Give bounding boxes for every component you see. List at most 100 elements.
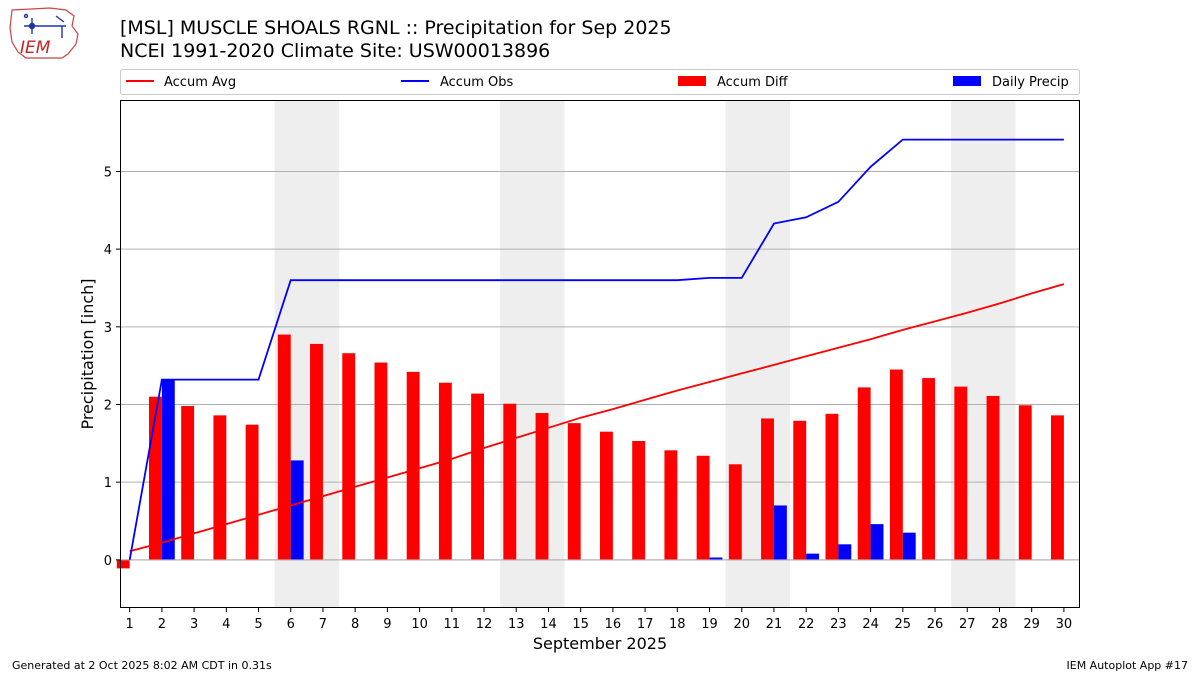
- bars: [116, 334, 1080, 569]
- footer-app: IEM Autoplot App #17: [1066, 659, 1189, 672]
- bar-daily-precip-day-2: [161, 379, 175, 560]
- x-tick-label-9: 9: [383, 617, 391, 632]
- x-tick-label-26: 26: [927, 617, 944, 632]
- bar-daily-precip-day-21: [773, 505, 787, 560]
- bar-daily-precip-day-24: [870, 524, 884, 560]
- bar-accum-diff-day-30: [1051, 415, 1064, 560]
- legend: Accum Avg Accum Obs Accum Diff Daily Pre…: [120, 69, 1080, 95]
- x-tick-label-23: 23: [830, 617, 847, 632]
- bar-accum-diff-day-11: [438, 382, 452, 560]
- x-tick-label-20: 20: [733, 617, 750, 632]
- bar-accum-diff-day-1: [116, 559, 130, 569]
- x-tick-label-27: 27: [959, 617, 976, 632]
- bar-accum-diff-day-18: [664, 450, 678, 560]
- x-tick-label-16: 16: [605, 617, 622, 632]
- x-tick-label-21: 21: [766, 617, 783, 632]
- bar-accum-diff-day-12: [471, 393, 485, 560]
- bar-accum-diff-day-4: [213, 415, 227, 560]
- bar-accum-diff-day-8: [342, 353, 356, 560]
- bar-accum-diff-day-21: [761, 418, 774, 560]
- x-tick-label-22: 22: [798, 617, 815, 632]
- y-tick-label-4: 4: [104, 243, 112, 258]
- x-axis-label: September 2025: [533, 634, 667, 653]
- bar-accum-diff-day-5: [245, 424, 259, 560]
- bar-daily-precip-day-6: [290, 460, 304, 560]
- bar-daily-precip-day-19: [709, 557, 723, 560]
- x-tick-label-6: 6: [287, 617, 295, 632]
- line-accum-obs: [128, 138, 1064, 560]
- series-lines: [128, 138, 1065, 560]
- x-tick-label-15: 15: [572, 617, 589, 632]
- x-tick-label-1: 1: [126, 617, 134, 632]
- bar-accum-diff-day-7: [310, 343, 323, 560]
- legend-swatch-accum-diff: [678, 76, 706, 86]
- legend-label-accum-avg: Accum Avg: [164, 75, 236, 90]
- logo-text: IEM: [20, 38, 51, 58]
- bar-accum-diff-day-17: [632, 440, 646, 560]
- chart-subtitle: NCEI 1991-2020 Climate Site: USW00013896: [120, 40, 551, 62]
- x-tick-label-12: 12: [476, 617, 493, 632]
- y-tick-label-0: 0: [104, 554, 112, 569]
- bar-accum-diff-day-20: [728, 464, 742, 560]
- x-tick-label-18: 18: [669, 617, 686, 632]
- x-tick-label-7: 7: [319, 617, 327, 632]
- weather-instruments-icon: [23, 13, 66, 38]
- bar-accum-diff-day-25: [889, 369, 903, 560]
- bar-accum-diff-day-15: [567, 423, 581, 560]
- x-tick-label-8: 8: [351, 617, 359, 632]
- bar-accum-diff-day-27: [954, 386, 968, 560]
- x-tick-label-25: 25: [895, 617, 912, 632]
- x-tick-label-2: 2: [158, 617, 166, 632]
- bar-accum-diff-day-23: [825, 413, 839, 560]
- bar-accum-diff-day-16: [600, 431, 613, 560]
- bar-daily-precip-day-22: [806, 553, 820, 560]
- bar-accum-diff-day-10: [406, 371, 420, 560]
- bar-accum-diff-day-28: [986, 395, 1000, 560]
- x-tick-label-14: 14: [540, 617, 557, 632]
- footer-generated: Generated at 2 Oct 2025 8:02 AM CDT in 0…: [12, 659, 272, 672]
- bar-accum-diff-day-9: [374, 362, 388, 560]
- bar-accum-diff-day-29: [1018, 405, 1032, 560]
- y-tick-label-1: 1: [104, 476, 112, 491]
- legend-swatch-daily-precip: [953, 76, 981, 86]
- legend-item-accum-diff: Accum Diff: [678, 75, 789, 90]
- y-tick-label-5: 5: [104, 165, 112, 180]
- bar-accum-diff-day-6: [277, 334, 291, 560]
- x-tick-label-13: 13: [508, 617, 525, 632]
- bar-accum-diff-day-13: [503, 403, 517, 560]
- legend-item-daily-precip: Daily Precip: [953, 75, 1069, 90]
- y-tick-label-2: 2: [104, 398, 112, 413]
- legend-item-accum-obs: Accum Obs: [401, 75, 513, 90]
- x-tick-label-5: 5: [254, 617, 262, 632]
- plot-frame: [120, 100, 1080, 608]
- line-accum-avg: [129, 283, 1065, 553]
- x-tick-label-17: 17: [637, 617, 654, 632]
- x-tick-label-28: 28: [991, 617, 1008, 632]
- y-axis-label: Precipitation [inch]: [78, 278, 97, 429]
- bar-accum-diff-day-2: [148, 396, 162, 560]
- y-axis-ticks: 0 1 2 3 4 5: [104, 165, 120, 569]
- x-tick-label-19: 19: [701, 617, 718, 632]
- bar-accum-diff-day-19: [696, 455, 710, 560]
- bar-accum-diff-day-3: [181, 406, 195, 560]
- chart-title: [MSL] MUSCLE SHOALS RGNL :: Precipitatio…: [120, 17, 672, 39]
- x-tick-label-3: 3: [190, 617, 198, 632]
- x-tick-label-11: 11: [444, 617, 461, 632]
- bar-accum-diff-day-22: [793, 420, 807, 560]
- bar-accum-diff-day-14: [535, 413, 549, 560]
- y-tick-label-3: 3: [104, 321, 112, 336]
- x-tick-label-4: 4: [222, 617, 230, 632]
- x-tick-label-30: 30: [1056, 617, 1073, 632]
- iem-logo: IEM: [9, 7, 79, 59]
- bar-daily-precip-day-23: [838, 544, 852, 560]
- bar-daily-precip-day-25: [902, 532, 916, 560]
- legend-label-accum-diff: Accum Diff: [717, 75, 789, 90]
- legend-frame: [120, 69, 1080, 95]
- x-tick-label-24: 24: [862, 617, 879, 632]
- x-tick-label-10: 10: [411, 617, 428, 632]
- x-axis-ticks: 1 2 3 4 5 6 7 8 9 10 11 12 13 14 15 16 17 18 19 20 21 22 23 24 2…: [126, 608, 1073, 632]
- x-tick-label-29: 29: [1023, 617, 1040, 632]
- bar-accum-diff-day-24: [857, 387, 871, 560]
- legend-label-accum-obs: Accum Obs: [440, 75, 513, 90]
